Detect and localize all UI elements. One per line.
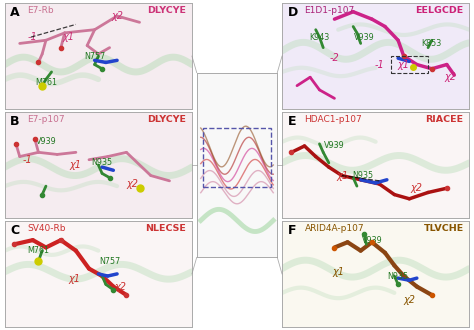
Text: -1: -1	[22, 155, 32, 165]
Text: D: D	[288, 7, 298, 19]
Text: DLYCYE: DLYCYE	[147, 115, 186, 124]
Text: B: B	[10, 115, 20, 128]
Text: N935: N935	[91, 158, 113, 167]
Text: V939: V939	[324, 142, 345, 150]
Text: -2: -2	[329, 53, 339, 63]
Text: -1: -1	[28, 32, 38, 42]
Text: V939: V939	[36, 137, 56, 146]
Bar	[391, 56, 428, 73]
Text: TLVCHE: TLVCHE	[423, 224, 464, 233]
Text: M761: M761	[35, 78, 57, 87]
Text: EELGCDE: EELGCDE	[415, 7, 464, 16]
Text: χ2: χ2	[126, 179, 138, 189]
Bar	[203, 128, 271, 187]
Text: HDAC1-p107: HDAC1-p107	[304, 115, 362, 124]
Text: F: F	[288, 224, 296, 237]
Text: V939: V939	[354, 33, 375, 42]
Text: DLYCYE: DLYCYE	[147, 7, 186, 16]
Text: χ1: χ1	[68, 274, 80, 284]
Text: C: C	[10, 224, 19, 237]
Text: χ2: χ2	[445, 72, 456, 82]
Text: V939: V939	[362, 236, 382, 245]
Text: A: A	[10, 7, 20, 19]
Text: E: E	[288, 115, 296, 128]
Text: χ2: χ2	[111, 11, 123, 21]
Text: χ2: χ2	[403, 295, 415, 305]
Text: -1: -1	[374, 59, 384, 70]
Text: χ1: χ1	[70, 160, 82, 170]
Text: N935: N935	[352, 171, 373, 180]
Text: K853: K853	[422, 39, 442, 48]
Text: SV40-Rb: SV40-Rb	[27, 224, 66, 233]
Text: χ1: χ1	[398, 59, 410, 70]
Text: χ1: χ1	[63, 32, 74, 42]
Text: χ2: χ2	[115, 281, 127, 292]
Text: χ1: χ1	[332, 267, 344, 277]
Text: K943: K943	[310, 33, 329, 42]
Text: M761: M761	[27, 246, 49, 255]
Text: RIACEE: RIACEE	[426, 115, 464, 124]
Text: NLECSE: NLECSE	[146, 224, 186, 233]
Text: χ1: χ1	[336, 171, 348, 181]
Text: ARID4A-p107: ARID4A-p107	[304, 224, 364, 233]
Text: E7-p107: E7-p107	[27, 115, 65, 124]
Text: N757: N757	[99, 257, 120, 266]
Text: χ2: χ2	[411, 183, 423, 193]
Text: E1D1-p107: E1D1-p107	[304, 7, 355, 16]
Text: N757: N757	[84, 51, 105, 61]
Text: E7-Rb: E7-Rb	[27, 7, 54, 16]
Text: N935: N935	[388, 272, 409, 280]
